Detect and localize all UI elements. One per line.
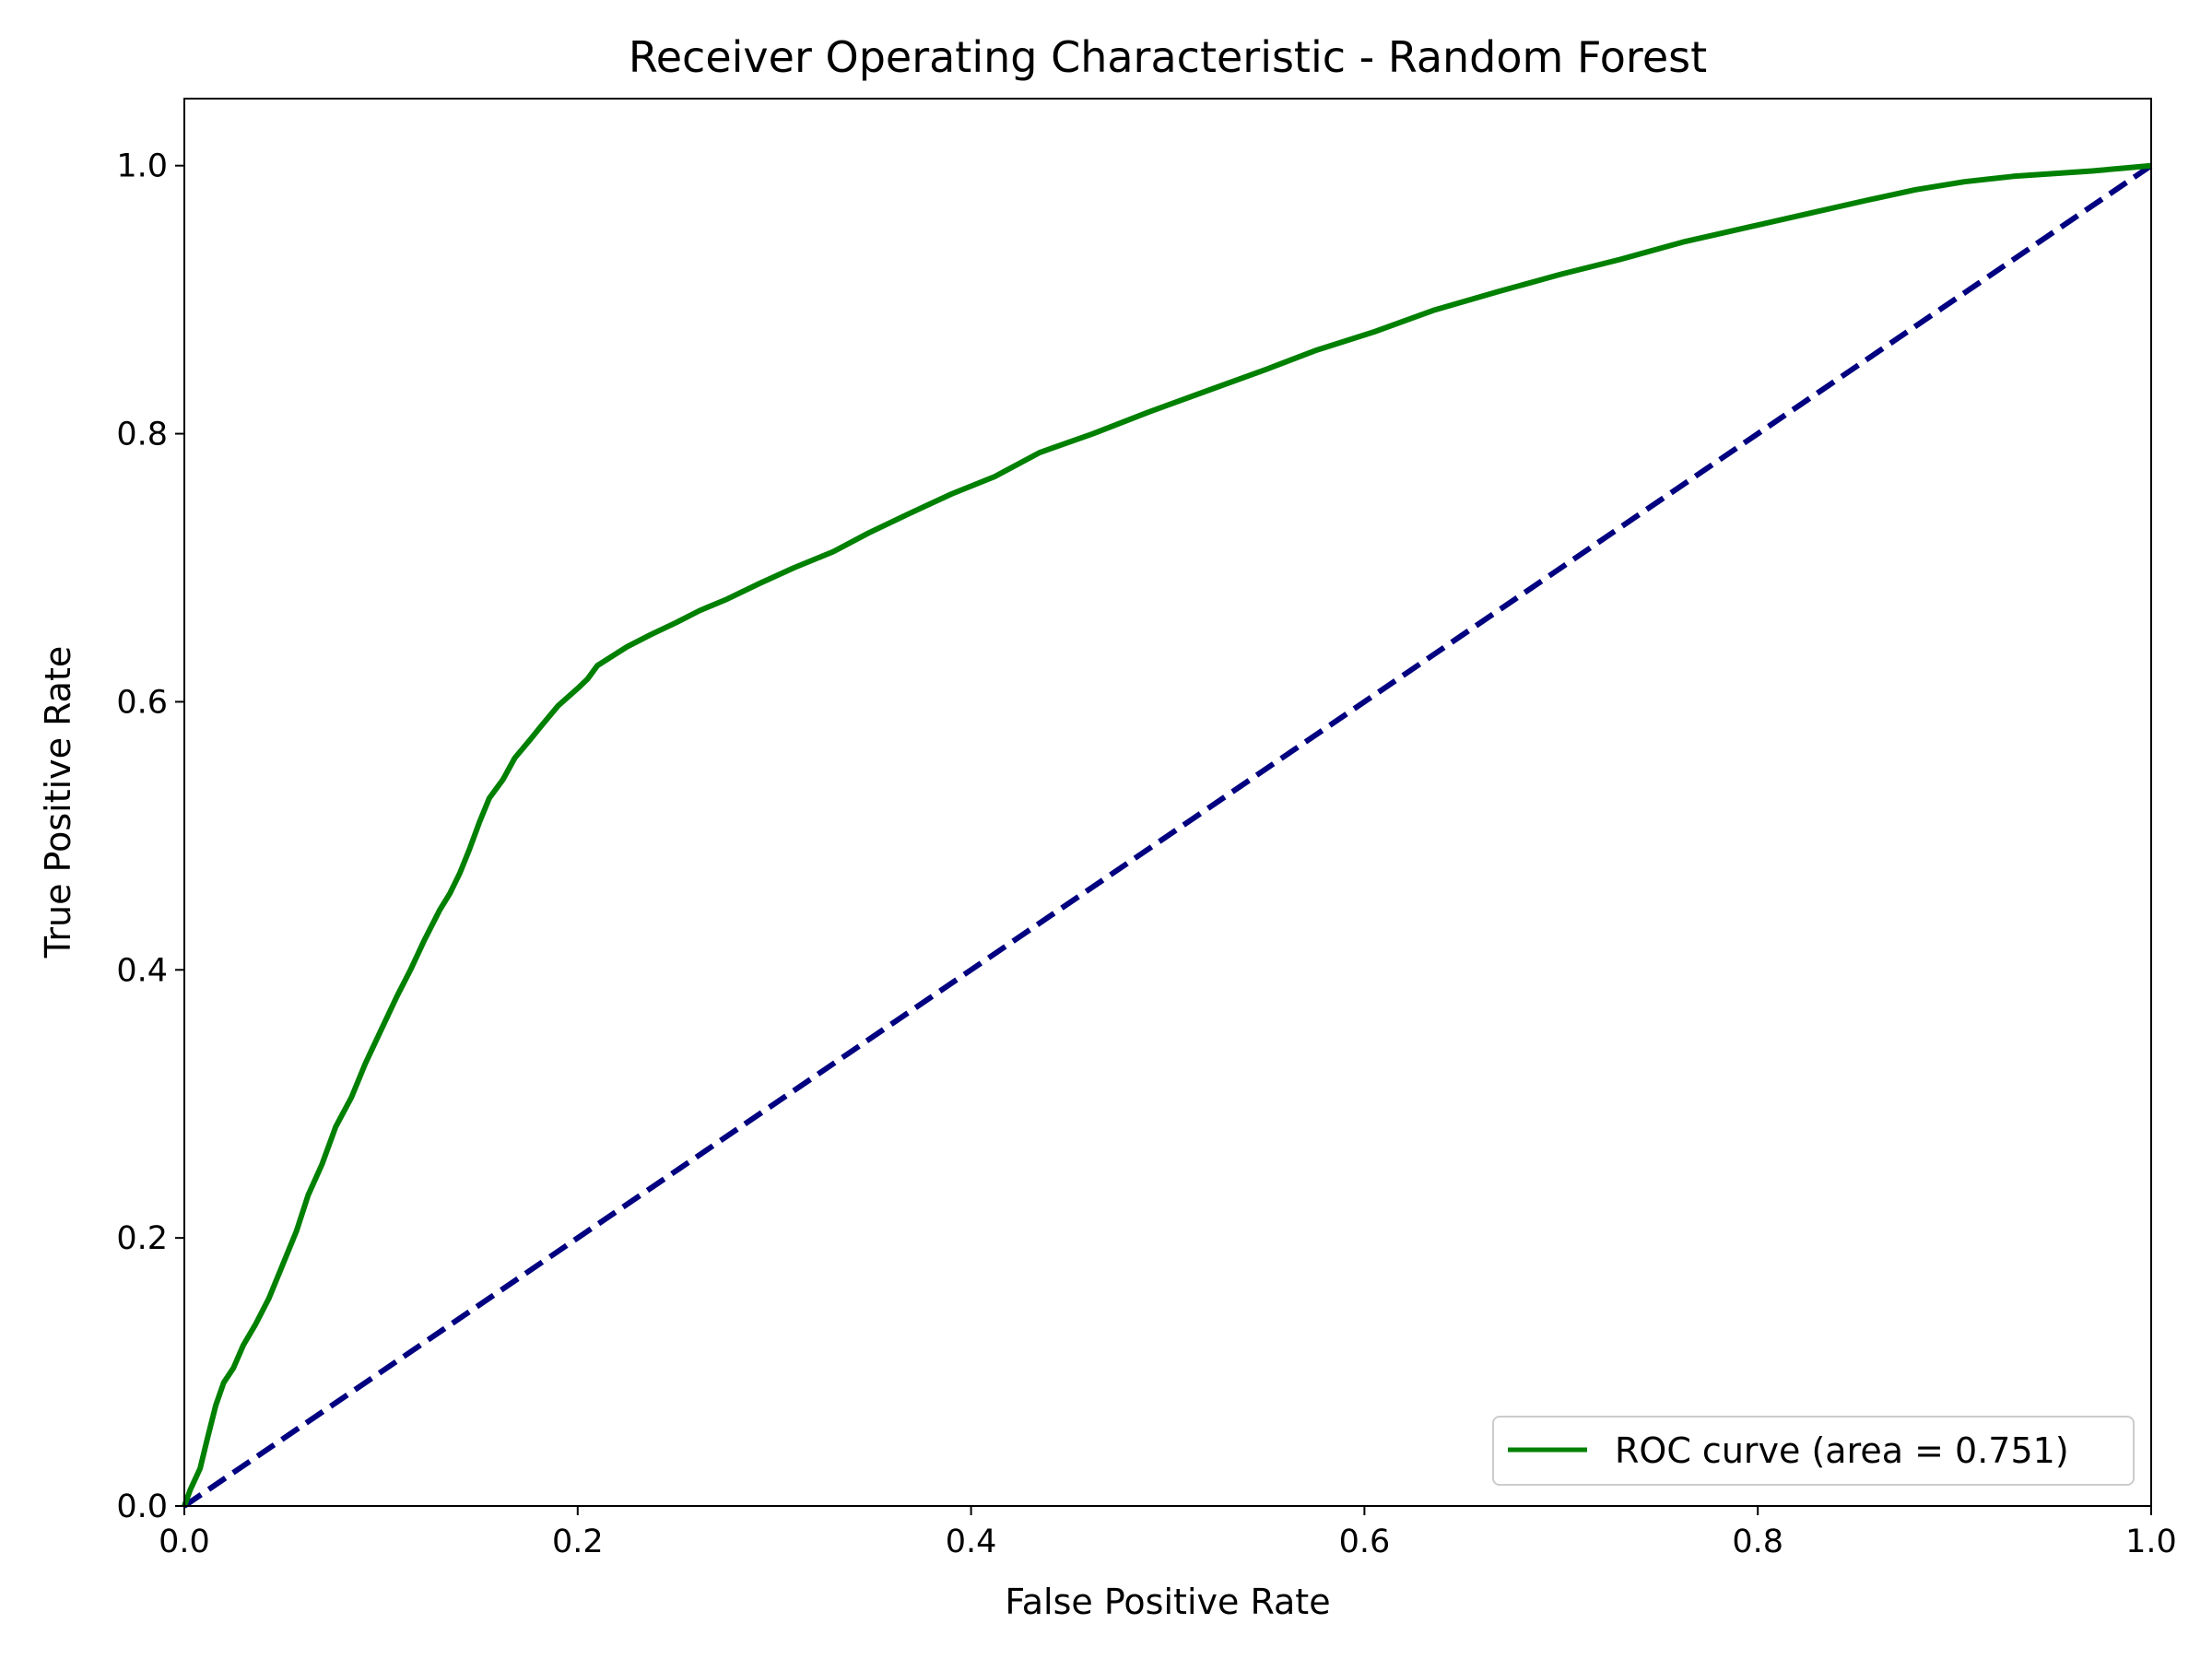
x-axis-ticks: 0.0 0.2 0.4 0.6 0.8 1.0 xyxy=(159,1506,2177,1560)
y-axis-label: True Positive Rate xyxy=(38,646,78,959)
legend-label-roc-curve: ROC curve (area = 0.751) xyxy=(1615,1430,2069,1471)
legend-box xyxy=(1492,1416,2135,1486)
y-axis-ticks: 0.0 0.2 0.4 0.6 0.8 1.0 xyxy=(116,148,184,1525)
x-tick-label: 0.2 xyxy=(552,1524,604,1560)
y-tick-label: 0.8 xyxy=(116,417,168,453)
x-tick-label: 1.0 xyxy=(2125,1524,2177,1560)
roc-curve-line xyxy=(182,162,2152,1508)
plot-frame xyxy=(183,98,2152,1507)
y-tick-label: 0.6 xyxy=(116,684,168,721)
x-axis-label: False Positive Rate xyxy=(1005,1582,1330,1622)
x-tick-label: 0.6 xyxy=(1339,1524,1391,1560)
y-tick-label: 1.0 xyxy=(116,148,168,185)
x-tick-label: 0.4 xyxy=(946,1524,997,1560)
x-tick-label: 0.0 xyxy=(159,1524,210,1560)
chart-title: Receiver Operating Characteristic - Rand… xyxy=(629,32,1707,82)
y-tick-label: 0.0 xyxy=(116,1488,168,1525)
y-tick-label: 0.2 xyxy=(116,1220,168,1257)
y-tick-label: 0.4 xyxy=(116,952,168,989)
chance-diagonal-line xyxy=(182,163,2153,1509)
series-layer xyxy=(182,162,2153,1509)
legend: ROC curve (area = 0.751) xyxy=(1492,1416,2135,1486)
x-tick-label: 0.8 xyxy=(1732,1524,1783,1560)
